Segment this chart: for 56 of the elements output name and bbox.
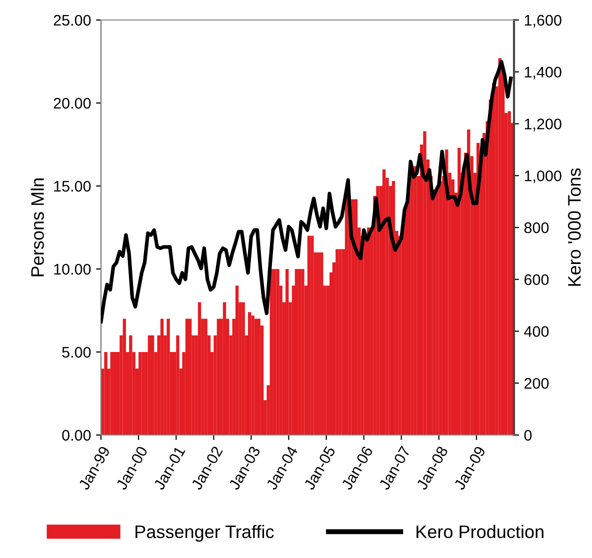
- bar: [338, 249, 342, 435]
- bar: [198, 302, 202, 435]
- bar: [160, 318, 164, 435]
- bar: [122, 318, 126, 435]
- bar: [248, 312, 252, 435]
- y2-tick-label: 400: [524, 326, 549, 337]
- y2-tick-label: 1,200: [524, 118, 562, 132]
- y-tick-label: 10.00: [54, 264, 91, 275]
- legend-label: Kero Production: [416, 524, 544, 538]
- legend-label: Passenger Traffic: [136, 524, 274, 542]
- bar: [129, 335, 132, 435]
- bar: [301, 269, 304, 435]
- y2-tick-label: 1,000: [524, 170, 562, 184]
- y-tick-label: 5.00: [62, 346, 91, 358]
- bar: [104, 352, 108, 435]
- bar: [382, 169, 386, 435]
- bar: [508, 111, 511, 435]
- bar: [242, 302, 245, 435]
- bar: [142, 352, 145, 435]
- y-tick-label: 15.00: [54, 180, 91, 192]
- bar: [185, 318, 189, 435]
- bar: [251, 315, 254, 435]
- bar: [272, 269, 276, 435]
- bar: [354, 199, 358, 435]
- bar: [110, 352, 114, 435]
- line-series: [101, 60, 513, 324]
- y2-tick-label: 200: [524, 378, 549, 389]
- y2-tick-label: 1,400: [524, 66, 562, 80]
- y2-tick-label: 0: [524, 430, 532, 441]
- bar: [222, 302, 226, 435]
- bar: [176, 335, 180, 435]
- bar: [276, 269, 280, 435]
- bar: [188, 318, 192, 435]
- y-tick-label: 0.00: [62, 430, 91, 441]
- bar: [423, 131, 426, 435]
- bar: [235, 286, 239, 435]
- y-axis-title: Persons Mln: [30, 178, 44, 276]
- bar: [310, 236, 314, 435]
- y-tick-label: 20.00: [54, 98, 91, 109]
- y2-tick-label: 600: [524, 274, 549, 286]
- bar: [286, 269, 289, 435]
- bar: [414, 166, 417, 435]
- y2-axis-title: Kero '000 Tons: [568, 168, 581, 286]
- bar: [498, 58, 502, 435]
- y2-tick-label: 800: [524, 222, 549, 234]
- y2-tick-label: 1,600: [524, 14, 562, 28]
- bar: [138, 352, 142, 435]
- bar: [344, 196, 348, 435]
- bar: [204, 318, 208, 435]
- y-tick-label: 25.00: [54, 14, 91, 26]
- bar: [150, 335, 154, 435]
- bar: [148, 335, 152, 435]
- bar: [336, 249, 339, 435]
- bar: [270, 269, 273, 435]
- bar: [458, 148, 461, 435]
- bar: [166, 318, 170, 435]
